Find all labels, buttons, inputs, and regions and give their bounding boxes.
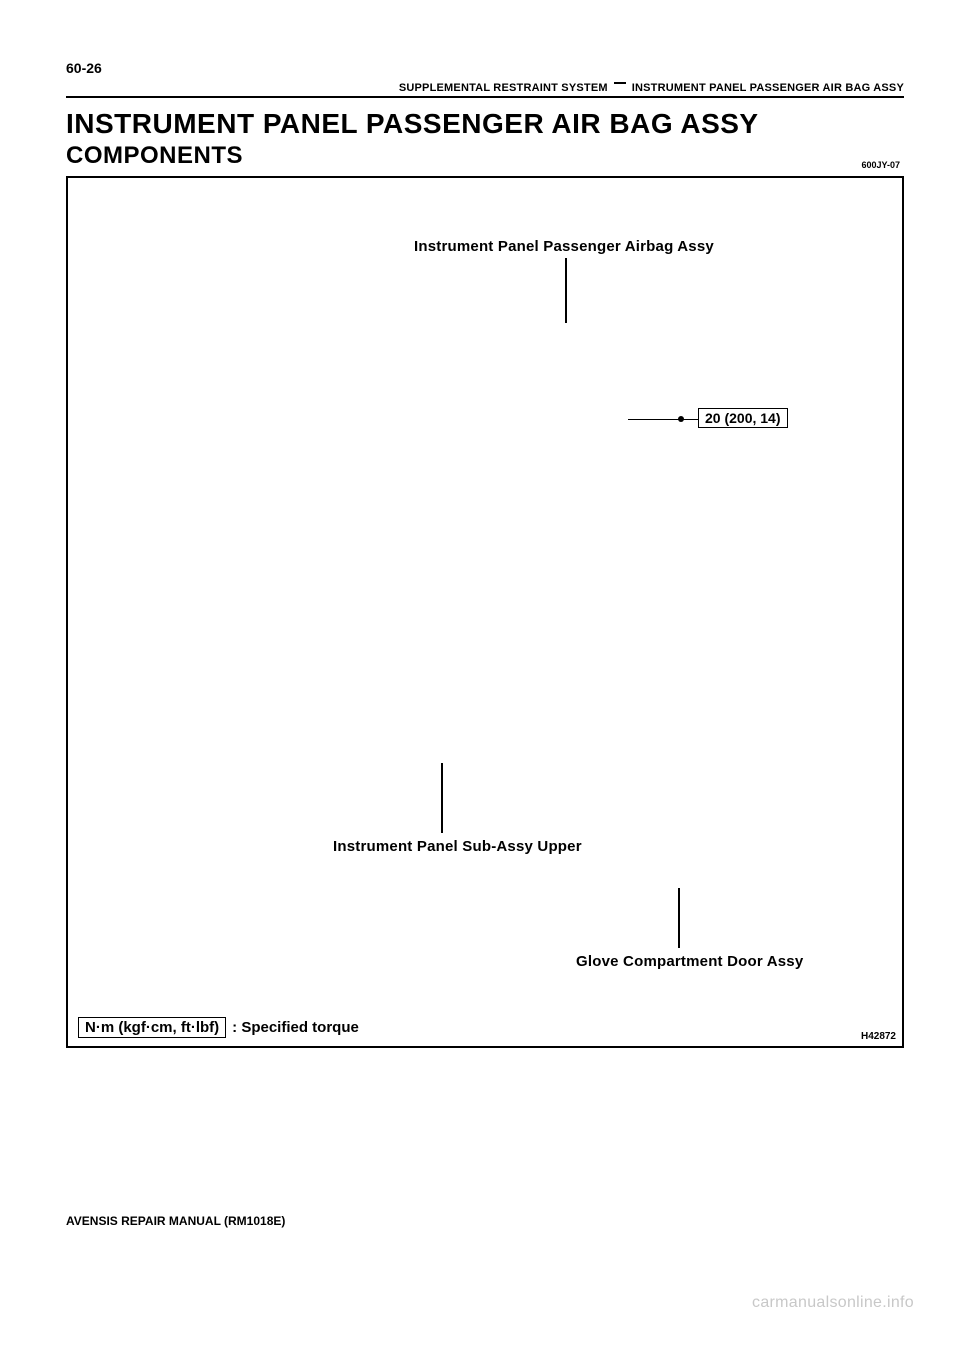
header-left: SUPPLEMENTAL RESTRAINT SYSTEM bbox=[399, 82, 608, 94]
page-title: INSTRUMENT PANEL PASSENGER AIR BAG ASSY bbox=[66, 108, 904, 140]
figure-code: H42872 bbox=[861, 1031, 896, 1042]
callout-panel-upper: Instrument Panel Sub-Assy Upper bbox=[333, 838, 582, 855]
lead-line-panel-upper bbox=[441, 763, 443, 833]
lead-line-glove bbox=[678, 888, 680, 948]
header-right: INSTRUMENT PANEL PASSENGER AIR BAG ASSY bbox=[632, 82, 904, 94]
components-figure: Instrument Panel Passenger Airbag Assy 2… bbox=[66, 176, 904, 1048]
manual-reference: AVENSIS REPAIR MANUAL (RM1018E) bbox=[66, 1214, 285, 1228]
page-number: 60-26 bbox=[66, 60, 904, 76]
torque-value-box: 20 (200, 14) bbox=[698, 408, 788, 428]
header-dash-icon bbox=[614, 82, 626, 84]
torque-legend: N·m (kgf·cm, ft·lbf) : Specified torque bbox=[78, 1017, 359, 1038]
lead-line-airbag bbox=[565, 258, 567, 323]
doc-code: 600JY-07 bbox=[861, 160, 904, 170]
fastener-head-icon bbox=[678, 416, 684, 422]
header-line: SUPPLEMENTAL RESTRAINT SYSTEM INSTRUMENT… bbox=[66, 82, 904, 98]
callout-airbag-assy: Instrument Panel Passenger Airbag Assy bbox=[414, 238, 714, 255]
fastener-lead-line bbox=[628, 419, 698, 420]
callout-glove-compartment: Glove Compartment Door Assy bbox=[576, 953, 803, 970]
torque-unit-box: N·m (kgf·cm, ft·lbf) bbox=[78, 1017, 226, 1038]
manual-page: 60-26 SUPPLEMENTAL RESTRAINT SYSTEM INST… bbox=[0, 0, 960, 1358]
torque-legend-text: : Specified torque bbox=[232, 1019, 359, 1036]
watermark: carmanualsonline.info bbox=[752, 1294, 914, 1312]
section-subtitle: COMPONENTS bbox=[66, 142, 243, 170]
subtitle-row: COMPONENTS 600JY-07 bbox=[66, 140, 904, 170]
